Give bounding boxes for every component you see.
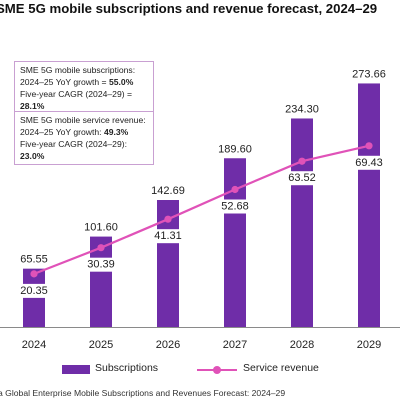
revenue-point-2025 (97, 244, 105, 252)
revenue-value-label-2027: 52.68 (221, 201, 249, 213)
revenue-value-label-2024: 20.35 (20, 285, 48, 297)
rev-annotation-title: SME 5G mobile service revenue: (20, 115, 146, 125)
rev-cagr-value: 23.0% (20, 151, 45, 161)
revenue-point-2024 (30, 270, 38, 278)
source-note: a Global Enterprise Mobile Subscriptions… (0, 388, 286, 398)
revenue-label-bg-2026 (152, 229, 184, 244)
subscriptions-bar-2029 (358, 83, 380, 327)
legend-subscriptions-swatch (62, 365, 90, 374)
revenue-value-label-2025: 30.39 (87, 259, 115, 271)
subscriptions-annotation-box: SME 5G mobile subscriptions: 2024–25 YoY… (14, 61, 154, 115)
legend-subscriptions-label: Subscriptions (95, 362, 159, 374)
subscriptions-value-label-2024: 65.55 (20, 254, 48, 266)
revenue-value-label-2028: 63.52 (288, 172, 316, 184)
revenue-label-bg-2028 (286, 171, 318, 186)
revenue-point-2029 (365, 142, 373, 150)
subs-cagr-value: 28.1% (20, 101, 45, 111)
x-tick-label-2024: 2024 (22, 339, 46, 351)
subs-growth-value: 55.0% (108, 77, 134, 87)
legend-revenue-label: Service revenue (243, 362, 319, 374)
revenue-point-2027 (231, 185, 239, 194)
revenue-label-bg-2027 (219, 199, 251, 214)
subscriptions-bar-2027 (224, 158, 246, 327)
legend-revenue-marker (213, 366, 221, 374)
rev-cagr-label: Five-year CAGR (2024–29): (20, 139, 127, 149)
revenue-point-2028 (298, 157, 306, 165)
subs-growth-label: 2024–25 YoY growth = (20, 77, 109, 87)
x-tick-label-2025: 2025 (89, 339, 113, 351)
x-tick-label-2028: 2028 (290, 339, 314, 351)
subs-annotation-title: SME 5G mobile subscriptions: (20, 65, 136, 75)
subscriptions-value-label-2026: 142.69 (151, 185, 185, 197)
x-tick-label-2029: 2029 (357, 339, 381, 351)
chart-title: SME 5G mobile subscriptions and revenue … (0, 1, 378, 16)
revenue-value-label-2026: 41.31 (154, 230, 182, 242)
revenue-label-bg-2025 (85, 257, 117, 272)
revenue-line (33, 144, 370, 275)
rev-growth-value: 49.3% (103, 127, 129, 137)
revenue-label-bg-2024 (18, 283, 50, 298)
subscriptions-bar-2028 (291, 118, 313, 328)
subscriptions-value-label-2028: 234.30 (285, 103, 319, 115)
rev-growth-label: 2024–25 YoY growth: (20, 127, 104, 137)
revenue-value-label-2029: 69.43 (355, 157, 383, 169)
revenue-label-bg-2029 (353, 155, 385, 170)
x-tick-label-2026: 2026 (156, 339, 180, 351)
x-tick-label-2027: 2027 (223, 339, 247, 351)
subs-cagr-label: Five-year CAGR (2024–29) = (20, 89, 133, 99)
subscriptions-value-label-2025: 101.60 (84, 222, 118, 234)
revenue-annotation-box: SME 5G mobile service revenue: 2024–25 Y… (14, 111, 154, 165)
subscriptions-value-label-2027: 189.60 (218, 143, 252, 155)
chart-legend: Subscriptions Service revenue (0, 361, 400, 379)
revenue-point-2026 (164, 215, 172, 223)
subscriptions-value-label-2029: 273.66 (352, 68, 386, 80)
